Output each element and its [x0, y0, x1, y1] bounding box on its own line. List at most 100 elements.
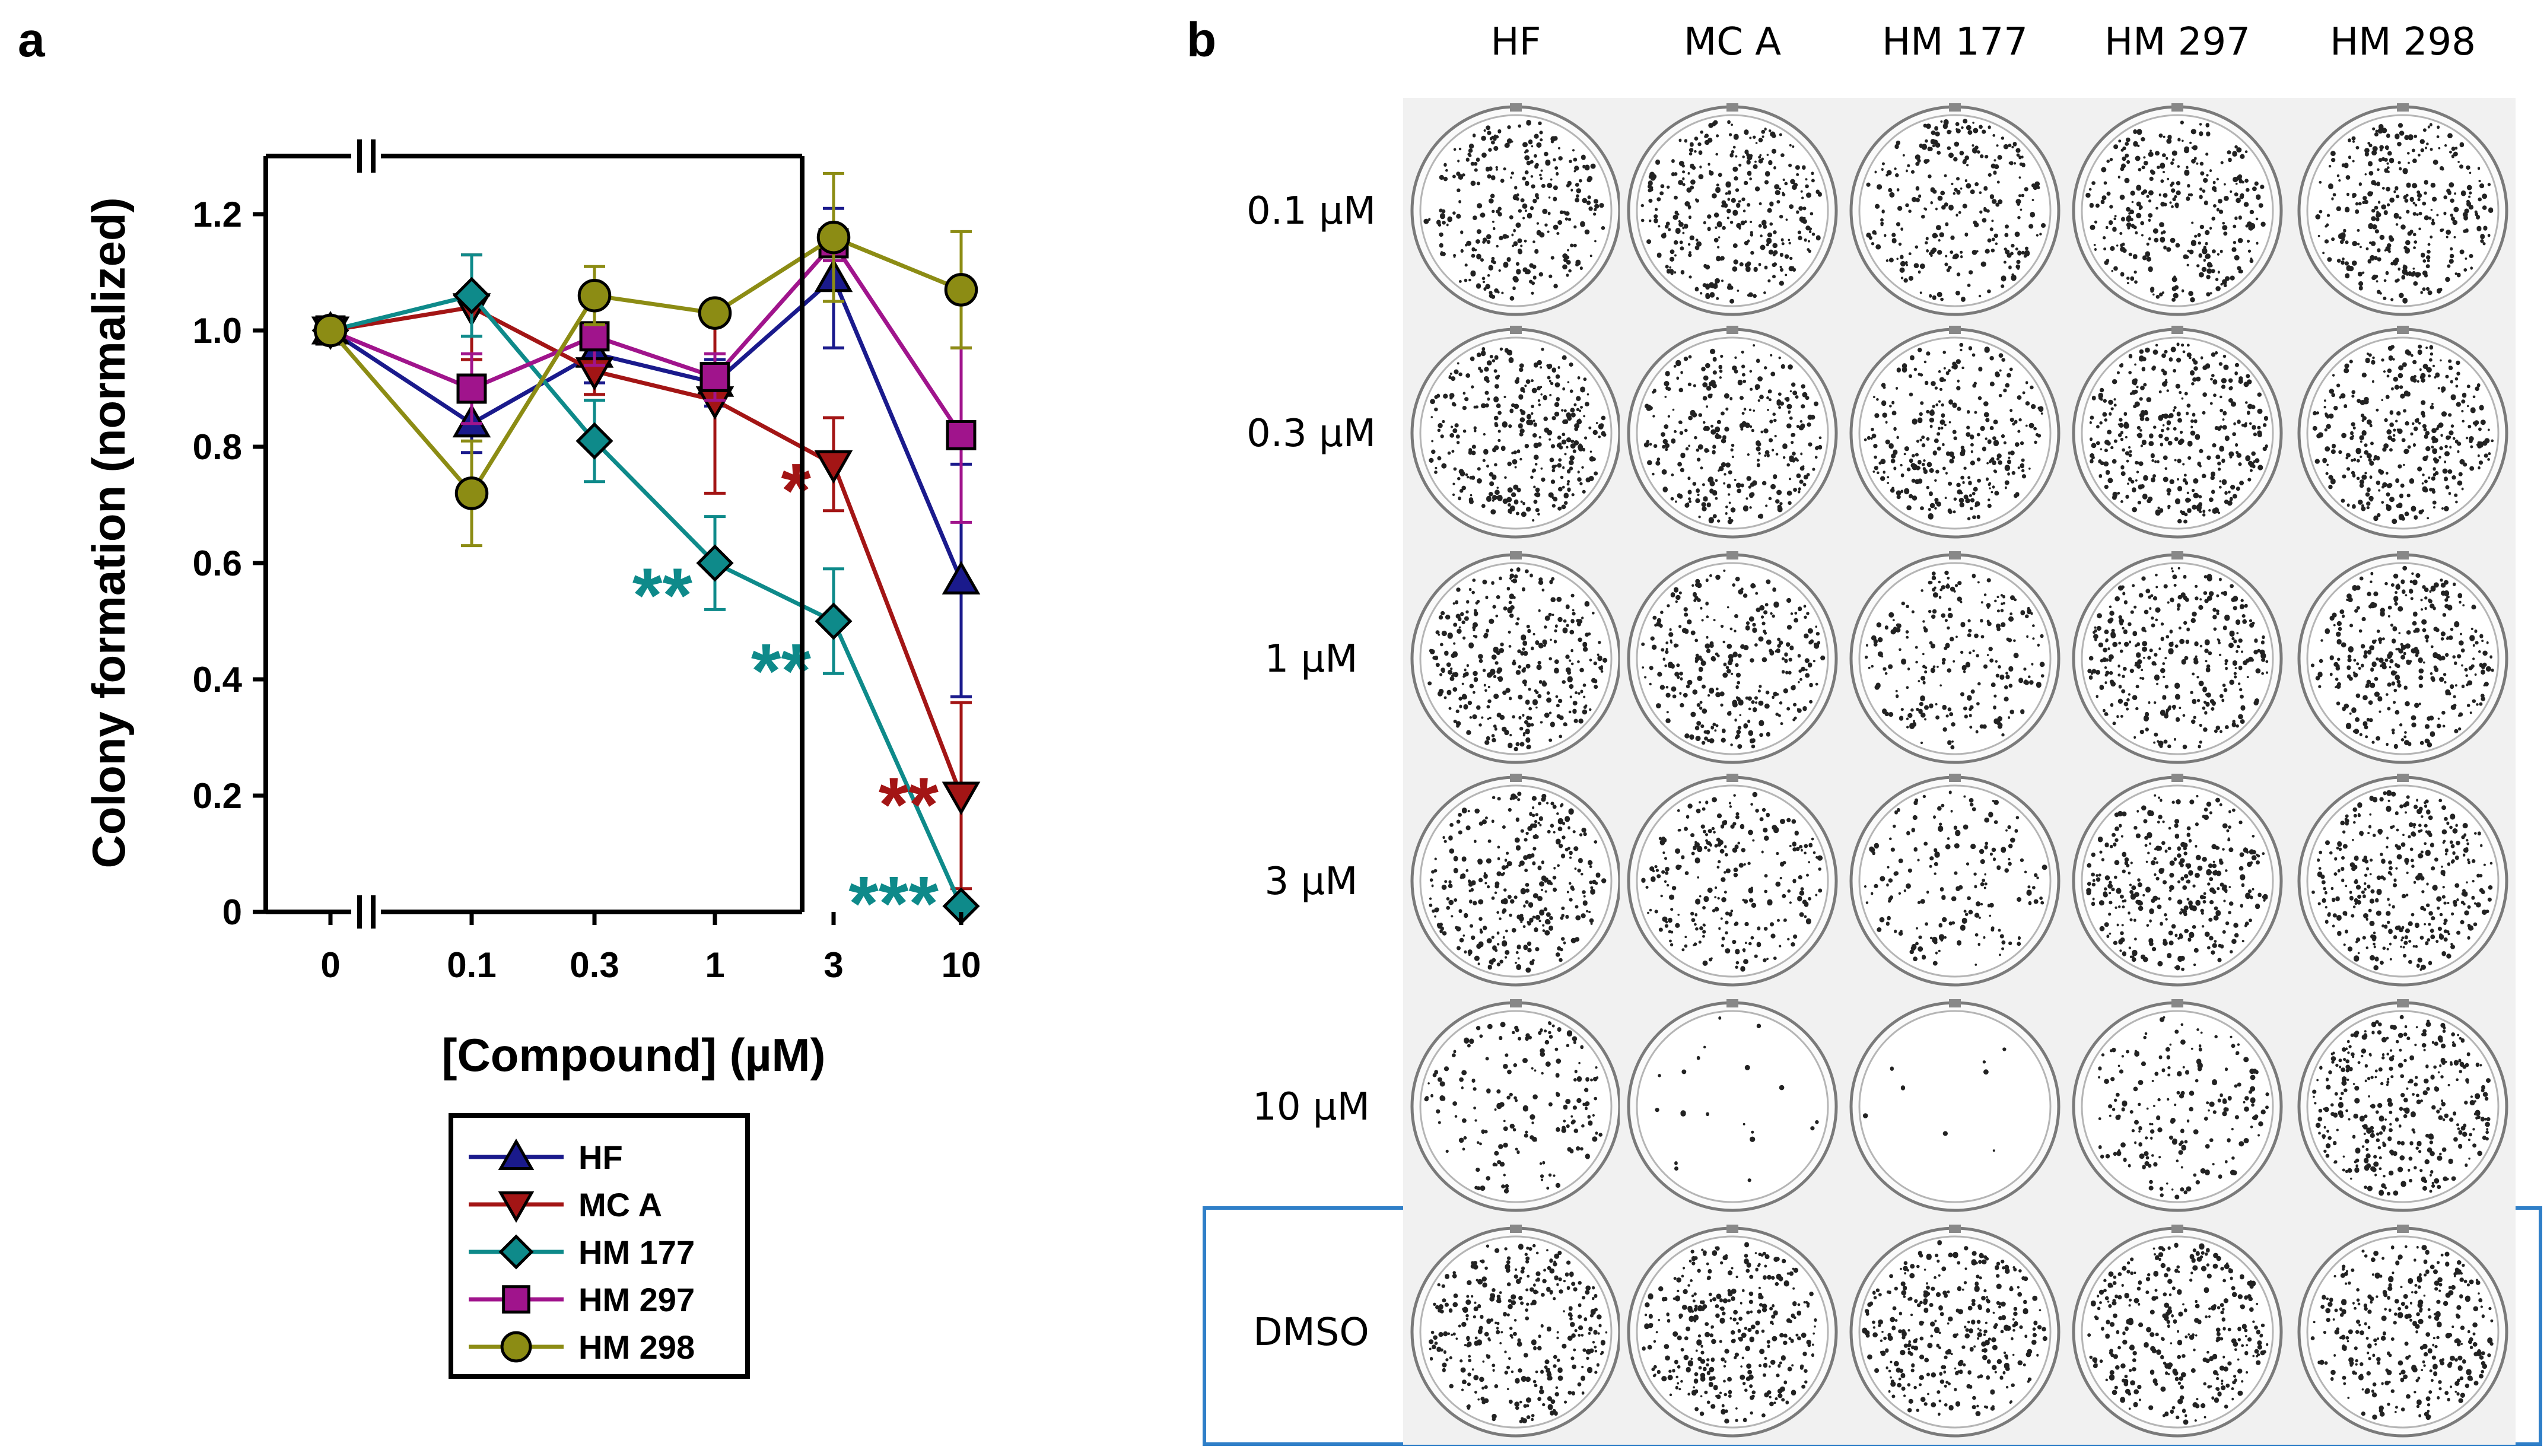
row-label: 3 µM [1265, 860, 1358, 904]
data-point [944, 273, 978, 307]
colonies [1642, 1242, 1817, 1424]
colonies [1641, 791, 1823, 972]
colony-plate [2065, 98, 2290, 323]
plate-tab [1510, 774, 1522, 782]
colony-plate [1620, 98, 1845, 323]
plate-tab [1949, 326, 1961, 334]
legend-label: MC A [578, 1186, 662, 1223]
plate-tab [1726, 999, 1738, 1007]
legend-entry: MC A [469, 1186, 662, 1223]
data-point [942, 561, 981, 595]
x-tick-label: 0.1 [447, 945, 496, 985]
y-tick-label: 0.8 [193, 427, 242, 467]
colony-plate [2290, 546, 2516, 771]
data-point [816, 220, 851, 255]
plate-inner [1419, 336, 1613, 530]
plate-tab [1510, 103, 1522, 112]
plate-tab [1510, 326, 1522, 334]
plate-inner [1858, 784, 2052, 978]
plate-tab [1510, 999, 1522, 1007]
legend-marker [500, 1331, 532, 1363]
plate-tab [1510, 551, 1522, 559]
colonies [2310, 565, 2494, 749]
colony-plate [1403, 320, 1629, 546]
plate-tab [1949, 774, 1961, 782]
plate-tab [2171, 326, 2183, 334]
legend: HF MC A HM 177 HM 297 HM 298 [449, 1113, 750, 1379]
colony-plate [1842, 320, 2068, 546]
colony-plate [1403, 98, 1629, 323]
y-axis-title: Colony formation (normalized) [82, 198, 135, 869]
colony-plate [2065, 994, 2290, 1219]
plate-inner [1419, 1235, 1613, 1429]
y-tick-label: 0.4 [193, 660, 243, 700]
plate-tab [2397, 103, 2409, 112]
series-line [329, 274, 964, 581]
legend-marker [498, 1138, 535, 1170]
series-line [330, 293, 964, 907]
colony-plate-grid: HF MC A HM 177 HM 297 HM 298 0.1 µM 0.3 µM 1 µM… [1203, 20, 2542, 1446]
series-line [329, 240, 963, 437]
plate-inner [1419, 562, 1613, 755]
plate-inner [2081, 562, 2274, 755]
data-point [696, 544, 734, 582]
colony-plate [2065, 546, 2290, 771]
colonies [1862, 1240, 2047, 1416]
plate-inner [2306, 114, 2500, 307]
x-tick-label: 0 [320, 945, 340, 985]
series-line [330, 305, 964, 797]
colony-plate [1842, 1219, 2068, 1445]
plate-tab [2171, 1225, 2183, 1233]
colony-plate [1403, 546, 1629, 771]
y-tick-label: 1.2 [193, 195, 242, 234]
colony-plate [1403, 1219, 1629, 1445]
plate-tab [1726, 1225, 1738, 1233]
plate-inner [2306, 1235, 2500, 1429]
plate-inner [1858, 1010, 2052, 1203]
plate-inner [2081, 1010, 2274, 1203]
x-axis-title: [Compound] (µM) [441, 1029, 825, 1081]
colonies [2086, 794, 2268, 971]
legend-label: HF [578, 1139, 623, 1176]
legend-marker [502, 1285, 530, 1314]
colony-plate [1842, 994, 2068, 1219]
significance-marker: * [781, 447, 811, 534]
column-label: HM 177 [1882, 20, 2028, 64]
colonies [1424, 1021, 1602, 1194]
data-point [698, 296, 732, 330]
plate-tab [2397, 1225, 2409, 1233]
legend-entry: HM 177 [469, 1234, 695, 1271]
data-point [699, 361, 730, 392]
panel-b-letter: b [1187, 13, 1216, 67]
plate-tab [1726, 774, 1738, 782]
row-label: 0.3 µM [1247, 412, 1376, 456]
colonies [1641, 569, 1826, 749]
plate-inner [1858, 1235, 2052, 1429]
plate-tab [1726, 326, 1738, 334]
line-chart: ********** 00.20.40.60.81.01.20 0.1 0.3 1 3 1… [82, 139, 981, 1379]
plate-tab [1510, 1225, 1522, 1233]
colonies [2087, 567, 2269, 749]
colonies [2312, 1015, 2491, 1196]
legend-label: HM 177 [578, 1234, 695, 1271]
colony-plate [1842, 546, 2068, 771]
plate-tab [1726, 551, 1738, 559]
colonies [1864, 790, 2047, 966]
colony-plate [1403, 768, 1629, 994]
panel-a-letter: a [18, 13, 46, 67]
row-label: DMSO [1253, 1311, 1369, 1355]
colony-plate [2290, 768, 2516, 994]
colony-plate [2065, 768, 2290, 994]
colonies [2315, 123, 2494, 304]
legend-label: HM 297 [578, 1281, 695, 1318]
y-tick-label: 0 [222, 892, 242, 932]
colonies [2087, 1242, 2269, 1425]
colonies [1429, 791, 1607, 973]
plate-tab [1949, 1225, 1961, 1233]
plate-inner [2306, 1010, 2500, 1203]
data-point [453, 276, 491, 314]
plate-inner [2306, 336, 2500, 530]
data-point [575, 422, 613, 460]
colonies [2312, 344, 2494, 524]
